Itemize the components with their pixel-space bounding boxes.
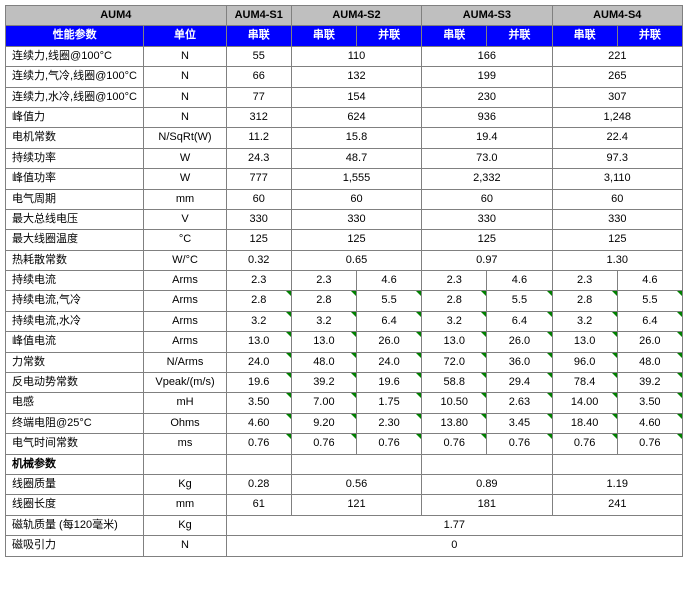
spec-table: AUM4AUM4-S1AUM4-S2AUM4-S3AUM4-S4性能参数单位串联…: [5, 5, 683, 557]
